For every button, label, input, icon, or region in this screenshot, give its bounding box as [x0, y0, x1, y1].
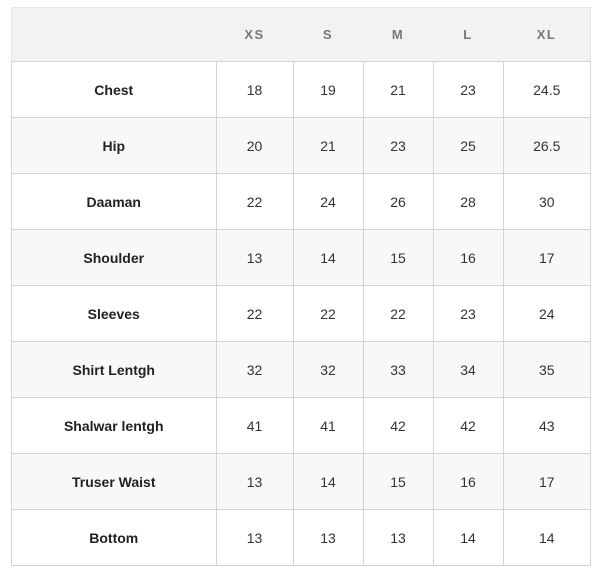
size-value-cell: 14 — [432, 509, 504, 566]
size-chart-table: XS S M L XL Chest 18 19 21 23 24.5 Hip 20 21 23 25… — [11, 7, 591, 566]
size-value-cell: 22 — [215, 173, 294, 230]
size-value-cell: 42 — [362, 397, 434, 454]
table-row: Truser Waist 13 14 15 16 17 — [11, 453, 591, 510]
size-value-cell: 33 — [362, 341, 434, 398]
header-row: XS S M L XL — [11, 7, 591, 62]
size-value-cell: 22 — [362, 285, 434, 342]
row-label: Bottom — [11, 509, 217, 566]
size-value-cell: 24 — [502, 285, 591, 342]
size-value-cell: 32 — [292, 341, 364, 398]
size-value-cell: 14 — [502, 509, 591, 566]
size-value-cell: 26.5 — [502, 117, 591, 174]
size-value-cell: 43 — [502, 397, 591, 454]
size-value-cell: 42 — [432, 397, 504, 454]
size-value-cell: 30 — [502, 173, 591, 230]
row-label: Chest — [11, 61, 217, 118]
table-row: Shalwar lentgh 41 41 42 42 43 — [11, 397, 591, 454]
size-value-cell: 21 — [362, 61, 434, 118]
size-value-cell: 13 — [292, 509, 364, 566]
table-row: Bottom 13 13 13 14 14 — [11, 509, 591, 566]
size-value-cell: 13 — [362, 509, 434, 566]
size-value-cell: 35 — [502, 341, 591, 398]
size-value-cell: 19 — [292, 61, 364, 118]
table-row: Daaman 22 24 26 28 30 — [11, 173, 591, 230]
row-label: Shalwar lentgh — [11, 397, 217, 454]
size-value-cell: 14 — [292, 229, 364, 286]
header-cell-l: L — [433, 7, 503, 62]
header-cell-m: M — [363, 7, 433, 62]
size-value-cell: 24 — [292, 173, 364, 230]
size-value-cell: 41 — [292, 397, 364, 454]
table-row: Hip 20 21 23 25 26.5 — [11, 117, 591, 174]
size-value-cell: 17 — [502, 453, 591, 510]
table-row: Sleeves 22 22 22 23 24 — [11, 285, 591, 342]
size-value-cell: 23 — [362, 117, 434, 174]
row-label: Daaman — [11, 173, 217, 230]
row-label: Sleeves — [11, 285, 217, 342]
row-label: Shirt Lentgh — [11, 341, 217, 398]
size-value-cell: 20 — [215, 117, 294, 174]
table-row: Shoulder 13 14 15 16 17 — [11, 229, 591, 286]
size-value-cell: 41 — [215, 397, 294, 454]
header-cell-xs: XS — [216, 7, 293, 62]
size-value-cell: 18 — [215, 61, 294, 118]
size-value-cell: 17 — [502, 229, 591, 286]
size-value-cell: 13 — [215, 229, 294, 286]
size-value-cell: 16 — [432, 453, 504, 510]
table-row: Shirt Lentgh 32 32 33 34 35 — [11, 341, 591, 398]
row-label: Shoulder — [11, 229, 217, 286]
header-cell-s: S — [293, 7, 363, 62]
header-cell-empty — [11, 7, 216, 62]
size-value-cell: 15 — [362, 453, 434, 510]
table-row: Chest 18 19 21 23 24.5 — [11, 61, 591, 118]
size-value-cell: 13 — [215, 453, 294, 510]
size-value-cell: 26 — [362, 173, 434, 230]
size-value-cell: 23 — [432, 285, 504, 342]
size-value-cell: 21 — [292, 117, 364, 174]
size-value-cell: 28 — [432, 173, 504, 230]
size-value-cell: 15 — [362, 229, 434, 286]
size-value-cell: 22 — [215, 285, 294, 342]
size-value-cell: 13 — [215, 509, 294, 566]
size-value-cell: 25 — [432, 117, 504, 174]
size-value-cell: 23 — [432, 61, 504, 118]
size-value-cell: 16 — [432, 229, 504, 286]
row-label: Hip — [11, 117, 217, 174]
row-label: Truser Waist — [11, 453, 217, 510]
header-cell-xl: XL — [503, 7, 591, 62]
size-value-cell: 24.5 — [502, 61, 591, 118]
size-value-cell: 14 — [292, 453, 364, 510]
size-value-cell: 22 — [292, 285, 364, 342]
size-value-cell: 34 — [432, 341, 504, 398]
size-value-cell: 32 — [215, 341, 294, 398]
